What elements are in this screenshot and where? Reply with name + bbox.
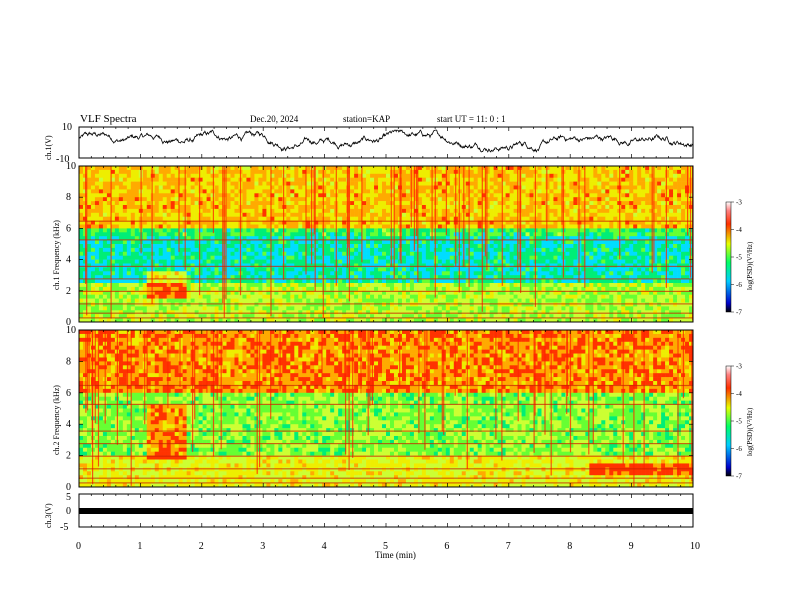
time-tick-label: 2 <box>199 541 204 552</box>
frequency-tick-label: 10 <box>66 161 76 172</box>
time-tick-label: 8 <box>567 541 572 552</box>
frequency-tick-label: 10 <box>66 325 76 336</box>
frequency-tick-label: 6 <box>66 223 71 234</box>
frequency-tick-label: 4 <box>66 419 71 430</box>
ch1-ytick-bottom: -10 <box>56 154 69 165</box>
ch1-waveform-line <box>78 129 694 153</box>
ch3-ytick-minus5: -5 <box>60 522 68 533</box>
ch2-colorbar-ticks: -3 -4 -5 -6 -7 <box>731 363 742 481</box>
colorbar-tick-label: -5 <box>736 418 742 426</box>
ch3-waveform-ylabel: ch.3(V) <box>44 503 53 528</box>
colorbar-tick-label: -3 <box>736 199 742 207</box>
ch2-colorbar <box>725 365 732 477</box>
time-tick-label: 9 <box>629 541 634 552</box>
frequency-tick-label: 2 <box>66 451 71 462</box>
ch2-spectrogram-ylabel: ch.2 Frequency (kHz) <box>52 385 61 455</box>
colorbar-tick-label: -6 <box>736 281 742 289</box>
colorbar-tick-label: -7 <box>736 309 742 317</box>
ch1-spectrogram-ticks <box>78 166 694 322</box>
ch1-waveform-panel: 10 -10 ch.1(V) <box>44 122 694 165</box>
colorbar-tick-label: -4 <box>736 226 742 234</box>
frequency-tick-label: 2 <box>66 286 71 297</box>
ch2-spectrogram-heatmap <box>79 330 694 488</box>
time-tick-label: 0 <box>76 541 81 552</box>
colorbar-tick-label: -6 <box>736 445 742 453</box>
frequency-tick-label: 0 <box>66 317 71 328</box>
ch2-colorbar-label: log(PSD)(V²/Hz) <box>746 407 754 456</box>
time-tick-label: 6 <box>444 541 449 552</box>
frequency-tick-label: 6 <box>66 388 71 399</box>
ch3-waveform-line <box>79 508 693 514</box>
colorbar-tick-label: -5 <box>736 254 742 262</box>
time-tick-label: 3 <box>260 541 265 552</box>
ch3-ytick-5: 5 <box>66 492 71 503</box>
ch1-waveform-ylabel: ch.1(V) <box>44 135 53 160</box>
time-axis-label: Time (min) <box>375 550 416 560</box>
time-axis-ticklabels: 0 1 2 3 4 5 6 7 8 9 10 <box>76 541 700 552</box>
ch1-frequency-ticklabels: 0 2 4 6 8 10 <box>66 161 693 328</box>
time-tick-label: 4 <box>322 541 327 552</box>
ch3-time-ticks <box>78 494 694 527</box>
figure-title: VLF Spectra <box>80 113 137 125</box>
ch3-ytick-0: 0 <box>66 506 71 517</box>
time-tick-label: 1 <box>137 541 142 552</box>
frequency-tick-label: 8 <box>66 356 71 367</box>
ch2-spectrogram-ticks <box>78 330 694 487</box>
station-label: station=KAP <box>343 114 390 124</box>
time-tick-label: 7 <box>506 541 511 552</box>
ch1-colorbar-label: log(PSD)(V²/Hz) <box>746 241 754 290</box>
date-label: Dec.20, 2024 <box>250 114 299 124</box>
colorbar-tick-label: -3 <box>736 363 742 371</box>
frequency-tick-label: 8 <box>66 192 71 203</box>
time-tick-label: 5 <box>383 541 388 552</box>
ch1-ytick-top: 10 <box>62 122 72 133</box>
ch2-frequency-ticklabels: 0 2 4 6 8 10 <box>66 325 693 493</box>
ch1-spectrogram-heatmap <box>79 166 694 323</box>
ch1-time-ticks <box>78 127 694 158</box>
ch1-spectrogram-ylabel: ch.1 Frequency (kHz) <box>52 220 61 290</box>
colorbar-tick-label: -7 <box>736 473 742 481</box>
time-tick-label: 10 <box>690 541 700 552</box>
ch1-colorbar-ticks: -3 -4 -5 -6 -7 <box>731 199 742 317</box>
ch3-waveform-panel: 5 0 -5 ch.3(V) <box>44 492 694 533</box>
colorbar-tick-label: -4 <box>736 390 742 398</box>
ch1-colorbar <box>725 201 732 313</box>
frequency-tick-label: 4 <box>66 255 71 266</box>
frequency-tick-label: 0 <box>66 482 71 493</box>
start-time-label: start UT = 11: 0 : 1 <box>437 114 506 124</box>
